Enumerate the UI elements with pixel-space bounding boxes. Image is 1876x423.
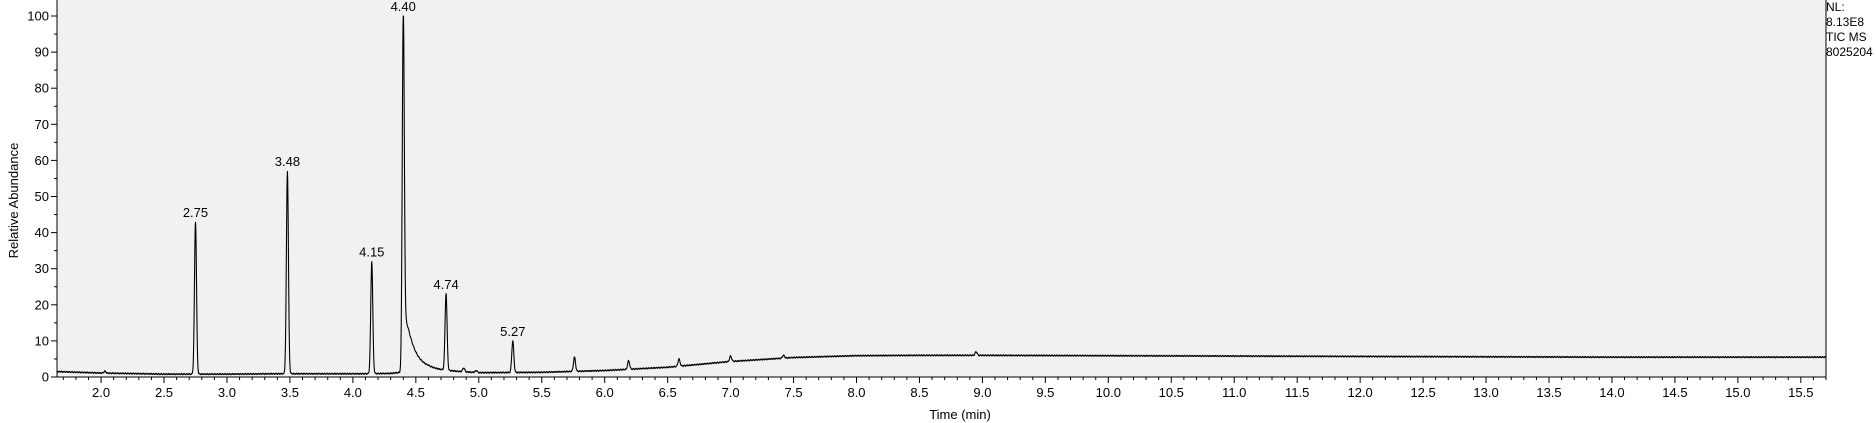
- x-tick-label: 2.5: [155, 385, 173, 400]
- x-tick-label: 9.5: [1036, 385, 1054, 400]
- x-tick-label: 8.5: [910, 385, 928, 400]
- plot-background: [57, 0, 1826, 377]
- peak-label-layer: 2.75 3.48 4.15 4.40 4.74 5.27: [183, 0, 526, 339]
- peak-label: 2.75: [183, 205, 208, 220]
- side-info-nl-label: NL:: [1826, 0, 1845, 14]
- side-info-nl-value: 8.13E8: [1826, 15, 1865, 29]
- x-tick-label: 9.0: [973, 385, 991, 400]
- x-tick-label: 7.5: [785, 385, 803, 400]
- side-info-scan-filter: TIC MS: [1826, 30, 1867, 44]
- x-tick-label: 4.0: [344, 385, 362, 400]
- peak-label: 3.48: [275, 154, 300, 169]
- x-tick-label: 13.5: [1536, 385, 1561, 400]
- x-tick-label: 11.5: [1285, 385, 1309, 400]
- x-tick-label: 6.0: [596, 385, 614, 400]
- x-tick-label: 14.0: [1599, 385, 1624, 400]
- x-tick-label: 7.0: [722, 385, 740, 400]
- x-tick-label: 10.0: [1096, 385, 1121, 400]
- y-tick-label: 10: [35, 333, 49, 348]
- peak-label: 4.15: [359, 244, 384, 259]
- x-tick-label: 6.5: [659, 385, 677, 400]
- x-tick-label: 3.5: [281, 385, 299, 400]
- y-tick-layer: 0 10 20 30 40 50 60 70 80 90 100: [27, 9, 57, 385]
- y-tick-label: 30: [35, 261, 49, 276]
- trace-layer: [56, 15, 1827, 376]
- y-axis-label: Relative Abundance: [6, 143, 21, 259]
- y-tick-label: 90: [35, 45, 49, 60]
- y-tick-label: 0: [42, 370, 49, 385]
- y-tick-label: 100: [27, 9, 49, 24]
- y-tick-label: 60: [35, 153, 49, 168]
- x-tick-label: 5.5: [533, 385, 551, 400]
- x-tick-label: 8.0: [847, 385, 865, 400]
- x-tick-layer: 2.0 2.5 3.0 3.5 4.0 4.5 5.0 5.5 6.0 6.5 7.0 7.5 8.0 8…: [62, 377, 1827, 400]
- y-tick-label: 70: [35, 117, 49, 132]
- axes-layer: [56, 0, 1827, 378]
- x-tick-label: 2.0: [92, 385, 110, 400]
- peak-label: 4.40: [391, 0, 416, 14]
- peak-label: 5.27: [500, 324, 525, 339]
- y-tick-label: 50: [35, 189, 49, 204]
- x-tick-label: 14.5: [1662, 385, 1687, 400]
- x-tick-label: 12.5: [1410, 385, 1435, 400]
- x-tick-label: 11.0: [1222, 385, 1246, 400]
- y-tick-label: 20: [35, 297, 49, 312]
- x-tick-label: 13.0: [1473, 385, 1498, 400]
- x-tick-label: 4.5: [407, 385, 425, 400]
- tic-trace: [56, 15, 1827, 376]
- side-info-file-id: 8025204: [1826, 45, 1873, 59]
- side-info-panel: NL: 8.13E8 TIC MS 8025204: [1826, 0, 1876, 60]
- x-tick-label: 15.5: [1788, 385, 1813, 400]
- y-tick-label: 40: [35, 225, 49, 240]
- x-tick-label: 10.5: [1159, 385, 1184, 400]
- x-tick-label: 12.0: [1347, 385, 1372, 400]
- x-tick-label: 5.0: [470, 385, 488, 400]
- y-tick-label: 80: [35, 81, 49, 96]
- x-tick-label: 15.0: [1725, 385, 1750, 400]
- peak-label: 4.74: [433, 277, 458, 292]
- x-axis-label: Time (min): [929, 407, 991, 422]
- x-tick-label: 3.0: [218, 385, 236, 400]
